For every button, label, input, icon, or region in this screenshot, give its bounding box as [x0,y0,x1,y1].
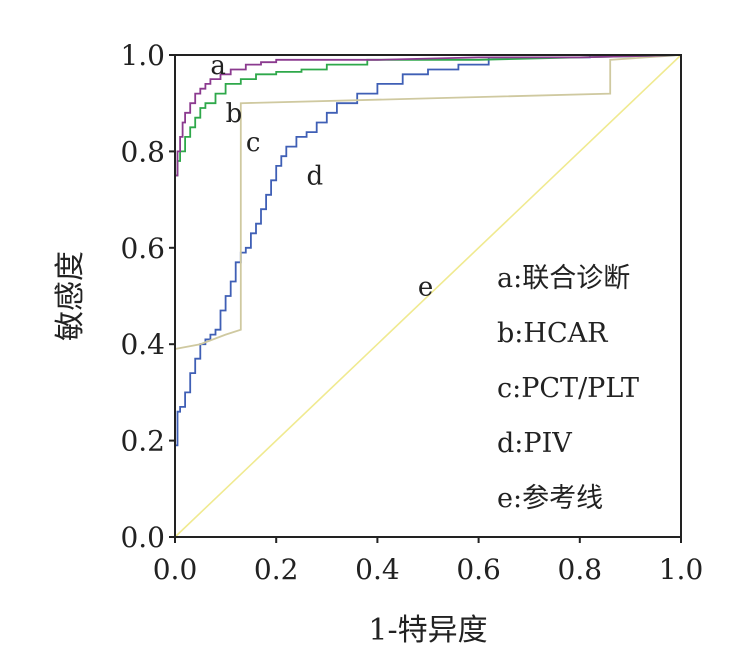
y-tick-label: 0.8 [120,135,165,168]
series-d-line [174,54,681,537]
plot-frame [174,54,682,538]
curve-letters: abc d e [210,51,433,303]
x-tick-label: 0.6 [456,553,501,586]
y-tick-label: 0.6 [120,232,165,265]
x-tick-label: 0.4 [355,553,400,586]
curve-label-a: a [210,51,226,81]
series-b-line [174,54,682,537]
legend-entry-c: c:PCT/PLT [497,373,639,404]
curve-label-b: b [226,99,243,129]
curve-label-e: e [418,273,433,303]
axis-ticks: 0.00.0 0.2 0.2 0.4 0.4 0.6 0.6 0.8 0.8 1.0 1.0 [120,39,703,586]
legend-entry-e: e:参考线 [497,483,603,514]
x-tick-label: 0.2 [254,553,299,586]
y-tick-label: 1.0 [120,39,165,72]
x-axis-title: 1-特异度 [368,613,487,648]
y-axis-title: 敏感度 [53,251,88,341]
x-tick-label: 1.0 [659,553,704,586]
legend-entry-d: d:PIV [497,428,572,459]
y-tick-label: 0.2 [120,425,165,458]
x-tick-label: 0.0 [153,553,198,586]
series-c-line [174,54,682,537]
y-tick-label: 0.4 [120,328,165,361]
curve-label-c: c [246,128,261,158]
legend: a:联合诊断 b:HCAR c:PCT/PLT d:PIV e:参考线 [497,263,639,514]
curve-label-d: d [307,162,324,192]
series-a-line [174,54,682,537]
legend-entry-a: a:联合诊断 [497,263,630,294]
roc-curves [174,54,682,538]
series-e-line [174,54,682,538]
y-tick-label: 0.0 [120,521,165,554]
x-tick-label: 0.8 [558,553,603,586]
legend-entry-b: b:HCAR [497,318,608,349]
